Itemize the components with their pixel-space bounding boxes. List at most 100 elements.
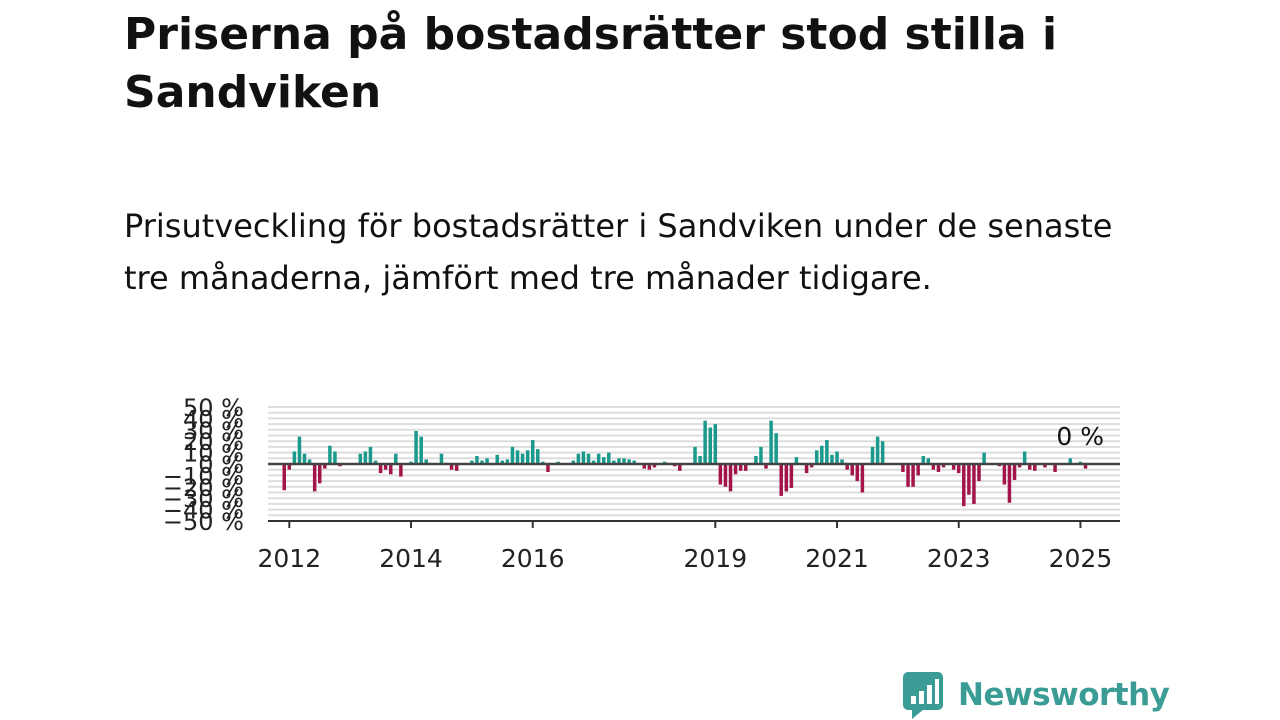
bar xyxy=(607,452,611,464)
bar xyxy=(480,460,484,464)
bar xyxy=(678,464,682,471)
bar-chart: 50 %40 %30 %20 %10 %0 %−10 %−20 %−30 %−4… xyxy=(163,394,1120,573)
newsworthy-logo[interactable]: Newsworthy xyxy=(902,670,1170,720)
bar xyxy=(880,441,885,464)
bar xyxy=(358,453,363,464)
y-axis-labels: 50 %40 %30 %20 %10 %0 %−10 %−20 %−30 %−4… xyxy=(163,394,244,536)
bar xyxy=(546,464,550,472)
bars xyxy=(268,420,1120,507)
bar xyxy=(571,460,576,464)
bar xyxy=(373,460,378,464)
bar xyxy=(363,451,368,464)
bar xyxy=(967,464,971,495)
y-tick-label: 0 % xyxy=(198,451,244,479)
y-tick-label: −50 % xyxy=(163,508,244,536)
bar xyxy=(576,453,581,464)
bar xyxy=(769,420,773,464)
x-tick-label: 2019 xyxy=(683,544,747,573)
bar xyxy=(728,464,733,492)
bar xyxy=(500,460,505,464)
bar xyxy=(388,464,393,475)
bar xyxy=(814,450,819,464)
bar xyxy=(652,464,657,468)
bar xyxy=(794,457,799,464)
bar xyxy=(297,436,302,464)
chart-subtitle: Prisutveckling för bostadsrätter i Sandv… xyxy=(124,207,1113,297)
bar xyxy=(804,464,809,474)
bar xyxy=(693,446,697,464)
bar xyxy=(383,464,388,470)
bar xyxy=(470,460,474,464)
x-tick-label: 2023 xyxy=(927,544,991,573)
bar xyxy=(825,440,829,464)
bar xyxy=(982,452,986,464)
bar xyxy=(647,464,652,470)
y-tick-label: −40 % xyxy=(163,497,244,525)
bar xyxy=(475,456,479,464)
bar xyxy=(1022,451,1027,464)
bar xyxy=(1053,464,1057,472)
bar xyxy=(419,436,423,464)
y-tick-label: 20 % xyxy=(183,428,244,456)
bar xyxy=(292,451,297,464)
bar xyxy=(774,433,778,464)
bar xyxy=(830,454,834,464)
bar xyxy=(632,460,636,464)
bar xyxy=(875,436,880,464)
x-tick-label: 2021 xyxy=(805,544,869,573)
bar xyxy=(977,464,981,482)
bar xyxy=(733,464,738,475)
y-tick-label: 40 % xyxy=(183,405,244,433)
bar xyxy=(789,464,794,488)
bar xyxy=(926,458,931,464)
bar xyxy=(1083,464,1088,469)
bar xyxy=(302,453,307,464)
bar xyxy=(698,456,702,464)
x-tick-label: 2016 xyxy=(501,544,565,573)
bar xyxy=(956,464,961,474)
bar xyxy=(627,459,631,464)
bar xyxy=(743,464,748,471)
bar xyxy=(835,451,839,464)
bar xyxy=(439,453,444,464)
grid-lines xyxy=(268,406,1120,522)
newsworthy-logo-icon xyxy=(903,672,943,719)
bar xyxy=(586,453,591,464)
bar xyxy=(941,464,946,468)
bar xyxy=(972,464,976,504)
bar xyxy=(505,459,510,464)
bar xyxy=(1002,464,1007,485)
bar xyxy=(317,464,322,484)
bar xyxy=(759,446,763,464)
bar xyxy=(510,446,515,464)
bar xyxy=(1033,464,1037,471)
bar xyxy=(840,459,844,464)
y-tick-label: 10 % xyxy=(183,440,244,468)
bar xyxy=(591,460,596,464)
bar xyxy=(713,424,718,464)
bar xyxy=(454,464,459,471)
bar xyxy=(845,464,849,470)
bar xyxy=(921,456,925,464)
bar xyxy=(860,464,865,493)
chart-title: Priserna på bostadsrätter stod stilla i … xyxy=(124,9,1058,118)
x-tick-label: 2012 xyxy=(257,544,321,573)
bar xyxy=(449,464,454,470)
y-tick-label: −10 % xyxy=(163,462,244,490)
bar xyxy=(779,464,783,496)
bar xyxy=(495,454,499,464)
bar xyxy=(581,451,586,464)
bar xyxy=(1027,464,1032,470)
bar xyxy=(738,464,743,471)
bar xyxy=(962,464,966,507)
last-value-label: 0 % xyxy=(1056,422,1104,451)
bar xyxy=(368,446,373,464)
bar xyxy=(596,453,601,464)
x-axis: 2012 2014 2016 2019 2021 2023 2025 xyxy=(257,520,1120,573)
bar xyxy=(323,464,327,469)
bar xyxy=(1017,464,1022,468)
bar xyxy=(703,420,707,464)
bar xyxy=(936,464,941,472)
bar xyxy=(911,464,915,487)
bar xyxy=(333,451,337,464)
